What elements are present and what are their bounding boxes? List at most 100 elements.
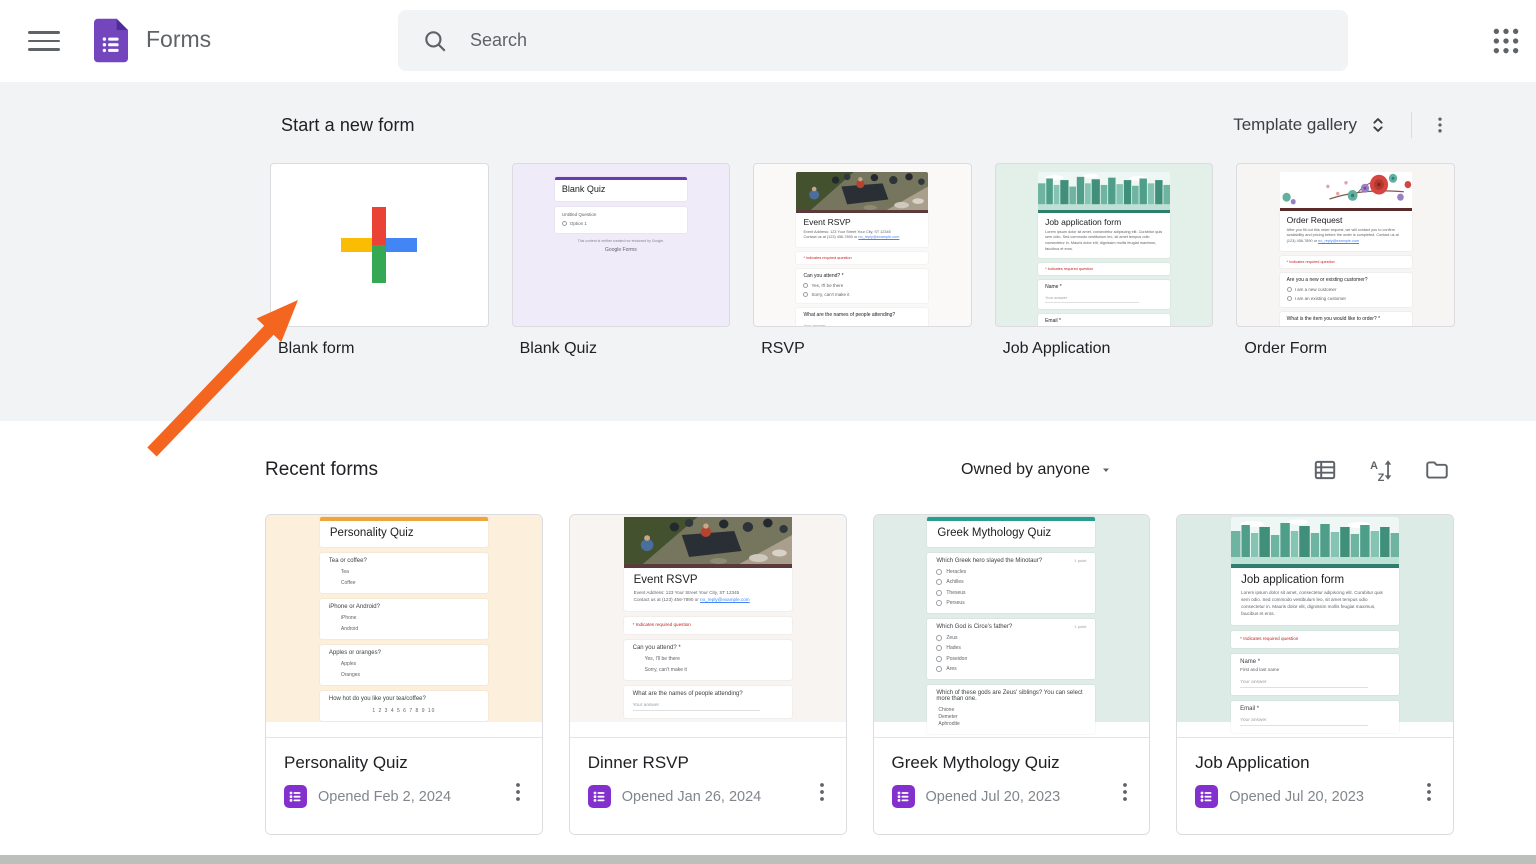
search-icon [425,30,446,52]
recent-form-card-dinner-rsvp[interactable]: Event RSVP Event Address: 123 Your Stree… [568,514,847,835]
preview-required-note: * Indicates required question [1045,267,1094,272]
preview-required-note: * Indicates required question [1240,636,1299,642]
template-label-blank-form[interactable]: Blank form [278,340,355,357]
template-label-rsvp[interactable]: RSVP [761,340,805,357]
template-gallery-button[interactable]: Template gallery [1227,110,1395,140]
preview-answer-hint: Your answer [803,323,897,326]
preview-line: Contact us at (123) 456-7890 or [633,597,701,603]
list-view-icon[interactable] [1312,457,1338,483]
preview-option: Sorry, can't make it [811,291,850,297]
template-gallery-label: Template gallery [1233,115,1357,134]
opened-date: Opened Jul 20, 2023 [1229,788,1364,805]
preview-answer-hint: Your answer [1240,718,1368,726]
preview-question: Which Greek hero slayed the Minotaur? [936,558,1043,564]
preview-line: Event Address: 123 Your Street Your City… [633,590,740,595]
recent-form-card-personality-quiz[interactable]: Personality Quiz Tea or coffee? Tea Coff… [265,514,543,835]
preview-title: Job application form [1241,574,1345,586]
preview-option: Perseus [946,600,965,606]
preview-question: Apples or oranges? [328,650,381,656]
preview-question: iPhone or Android? [328,604,380,610]
preview-option: Apples [340,661,357,667]
preview-title: Greek Mythology Quiz [937,527,1052,539]
template-card-blank-quiz[interactable]: Blank Quiz Untitled Question Option 1 Th… [511,163,731,327]
sort-az-icon[interactable]: A Z [1368,457,1394,484]
preview-subtext: First and last name [1240,667,1280,673]
template-label-job-application[interactable]: Job Application [1002,340,1111,357]
opened-date: Opened Jan 26, 2024 [621,788,762,805]
preview-title: Event RSVP [633,574,698,586]
section-title-start-new-form: Start a new form [281,114,415,135]
section-title-recent-forms: Recent forms [265,459,378,480]
unfold-more-icon [1373,118,1383,132]
preview-line: Contact us at (123) 456-7890 or [803,235,859,240]
preview-title: Personality Quiz [329,527,414,539]
preview-points: 1 point [1074,558,1087,563]
preview-footnote: This content is neither created nor endo… [577,239,665,243]
preview-option: Poseidon [946,655,968,662]
forms-logo-icon[interactable] [94,18,128,63]
cityscape-illustration [1038,172,1171,210]
card-more-options-icon[interactable] [506,780,530,804]
card-more-options-icon[interactable] [1113,780,1137,804]
preview-option: Coffee [340,580,356,586]
preview-question: Email * [1240,705,1260,712]
opened-date: Opened Feb 2, 2024 [318,788,452,805]
preview-description: Lorem ipsum dolor sit amet, consectetur … [1241,590,1383,617]
recent-forms-section: Recent forms Owned by anyone A Z [0,421,1536,835]
google-plus-icon [341,207,418,283]
preview-option: Chione [938,707,955,713]
preview-option: iPhone [340,615,357,621]
google-apps-icon[interactable] [1491,26,1521,56]
preview-option: Zeus [946,634,958,641]
preview-answer-hint: Your answer [632,703,761,712]
preview-title: Blank Quiz [561,184,606,194]
owner-filter-label: Owned by anyone [961,461,1090,478]
template-card-job-application[interactable]: Job application form Lorem ipsum dolor s… [994,163,1214,327]
preview-required-note: * Indicates required question [632,622,691,628]
card-more-options-icon[interactable] [810,780,834,804]
preview-scale: 1 2 3 4 5 6 7 8 9 10 [372,708,436,714]
recent-form-card-greek-mythology-quiz[interactable]: Greek Mythology Quiz 1 point Which Greek… [872,514,1151,835]
recent-form-card-job-application[interactable]: Job application form Lorem ipsum dolor s… [1176,514,1454,835]
preview-required-note: * Indicates required question [1286,259,1335,264]
preview-question: Are you a new or existing customer? [1286,276,1368,283]
floral-illustration [1279,172,1412,208]
forms-file-icon [284,785,307,808]
preview-question: What is the item you would like to order… [1286,315,1381,322]
main-menu-icon[interactable] [28,30,60,52]
preview-option: Hades [946,645,961,651]
preview-question: What are the names of people attending? [632,691,743,698]
template-label-blank-quiz[interactable]: Blank Quiz [519,340,597,357]
preview-description: After you fill out this order request, w… [1286,227,1399,243]
top-app-bar: Forms [0,0,1536,82]
template-card-order-form[interactable]: Order Request After you fill out this or… [1236,163,1455,327]
preview-option: Option 1 [569,221,587,226]
preview-question: Can you attend? * [632,645,681,652]
templates-more-options-icon[interactable] [1428,113,1452,137]
preview-option: Theseus [946,589,966,596]
forms-file-icon [891,785,915,808]
preview-question: What are the names of people attending? [803,311,896,318]
forms-file-icon [1195,785,1219,808]
preview-option: Yes, I'll be there [644,656,680,663]
preview-option: Oranges [340,672,361,678]
search-input[interactable] [470,30,1328,51]
template-card-blank-form[interactable] [270,163,489,327]
recent-form-title: Personality Quiz [284,753,408,772]
preview-link: no_reply@example.com [700,597,750,603]
template-label-order-form[interactable]: Order Form [1244,340,1328,357]
owner-filter-dropdown[interactable]: Owned by anyone [961,461,1112,479]
template-card-rsvp[interactable]: Event RSVP Event Address: 123 Your Stree… [753,163,972,327]
search-bar[interactable] [398,10,1348,71]
svg-text:A: A [1370,460,1378,472]
preview-points: 1 point [1074,624,1087,629]
start-new-form-section: Start a new form Template gallery Blank … [0,82,1536,421]
card-more-options-icon[interactable] [1417,780,1441,804]
preview-option: Android [340,626,359,632]
preview-title: Event RSVP [803,217,851,227]
divider [1411,112,1412,138]
preview-title: Job application form [1045,217,1122,227]
preview-description: Lorem ipsum dolor sit amet, consectetur … [1045,229,1163,251]
open-folder-icon[interactable] [1424,457,1450,483]
forms-file-icon [587,785,611,808]
